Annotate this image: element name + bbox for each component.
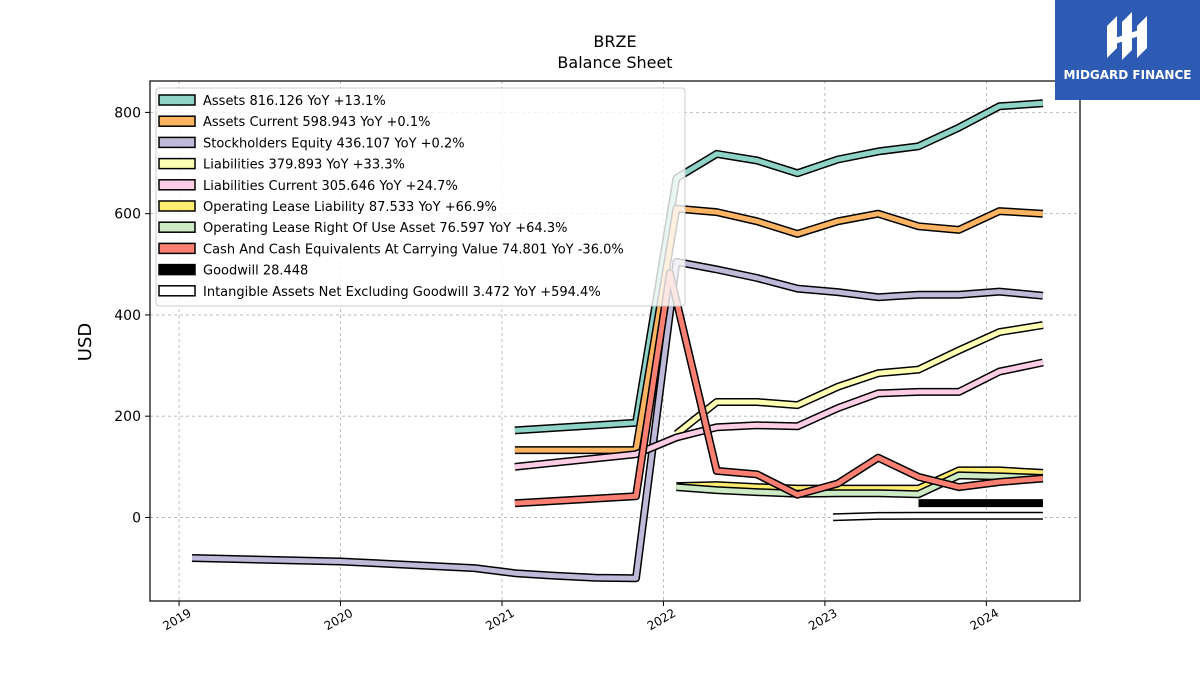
legend-label: Assets Current 598.943 YoY +0.1% xyxy=(203,115,430,130)
series-line xyxy=(676,472,1043,497)
legend-item: Cash And Cash Equivalents At Carrying Va… xyxy=(158,242,624,257)
y-tick-label: 600 xyxy=(114,207,141,223)
legend-item: Assets Current 598.943 YoY +0.1% xyxy=(158,115,430,130)
legend-swatch xyxy=(158,179,196,191)
y-tick-label: 400 xyxy=(114,308,141,324)
brand-logo-icon xyxy=(1107,12,1147,60)
legend-label: Operating Lease Liability 87.533 YoY +66… xyxy=(203,200,497,215)
brand-logo: MIDGARD FINANCE xyxy=(1055,0,1200,100)
legend: Assets 816.126 YoY +13.1% Assets Current … xyxy=(155,87,686,307)
legend-swatch xyxy=(158,115,196,127)
legend-swatch xyxy=(158,136,196,149)
series-line xyxy=(674,322,1044,436)
legend-item: Operating Lease Right Of Use Asset 76.59… xyxy=(158,221,567,236)
series-2 xyxy=(191,257,1044,583)
legend-swatch xyxy=(158,221,196,233)
series-5 xyxy=(676,466,1044,493)
legend-swatch xyxy=(158,200,196,212)
series-line xyxy=(514,360,1044,470)
legend-item: Assets 816.126 YoY +13.1% xyxy=(158,94,386,109)
legend-label: Liabilities Current 305.646 YoY +24.7% xyxy=(203,179,458,194)
legend-item: Goodwill 28.448 xyxy=(158,263,308,279)
series-3 xyxy=(673,321,1044,438)
legend-item: Liabilities Current 305.646 YoY +24.7% xyxy=(158,179,458,194)
series-6 xyxy=(676,471,1044,499)
legend-label: Intangible Assets Net Excluding Goodwill… xyxy=(203,285,601,300)
chart-subtitle: Balance Sheet xyxy=(557,53,672,72)
legend-item: Operating Lease Liability 87.533 YoY +66… xyxy=(158,200,497,215)
legend-label: Assets 816.126 YoY +13.1% xyxy=(203,94,386,109)
legend-item: Intangible Assets Net Excluding Goodwill… xyxy=(158,285,601,300)
legend-swatch xyxy=(158,242,196,255)
series-line xyxy=(191,259,1044,581)
legend-label: Liabilities 379.893 YoY +33.3% xyxy=(203,158,405,173)
legend-box xyxy=(155,87,686,307)
y-axis-label: USD xyxy=(75,323,96,361)
legend-label: Operating Lease Right Of Use Asset 76.59… xyxy=(203,221,567,236)
plot-frame xyxy=(149,80,1081,602)
series-line xyxy=(832,513,1043,520)
legend-label: Goodwill 28.448 xyxy=(203,264,308,279)
legend-swatch xyxy=(158,94,196,106)
series-9 xyxy=(832,511,1043,522)
legend-label: Cash And Cash Equivalents At Carrying Va… xyxy=(203,242,624,257)
legend-item: Liabilities 379.893 YoY +33.3% xyxy=(158,157,405,173)
y-tick-label: 200 xyxy=(114,409,141,425)
legend-swatch xyxy=(158,263,196,276)
chart-title: BRZE xyxy=(593,32,636,51)
series-7 xyxy=(514,268,1044,508)
brand-name: MIDGARD FINANCE xyxy=(1063,68,1192,82)
legend-label: Stockholders Equity 436.107 YoY +0.2% xyxy=(203,136,465,151)
series-4 xyxy=(514,358,1044,471)
legend-item: Stockholders Equity 436.107 YoY +0.2% xyxy=(158,136,465,151)
y-tick-label: 0 xyxy=(132,510,141,526)
legend-swatch xyxy=(158,157,196,170)
series-line xyxy=(514,270,1044,506)
series-line xyxy=(676,467,1044,492)
y-tick-label: 800 xyxy=(114,105,141,121)
legend-swatch xyxy=(158,285,196,297)
